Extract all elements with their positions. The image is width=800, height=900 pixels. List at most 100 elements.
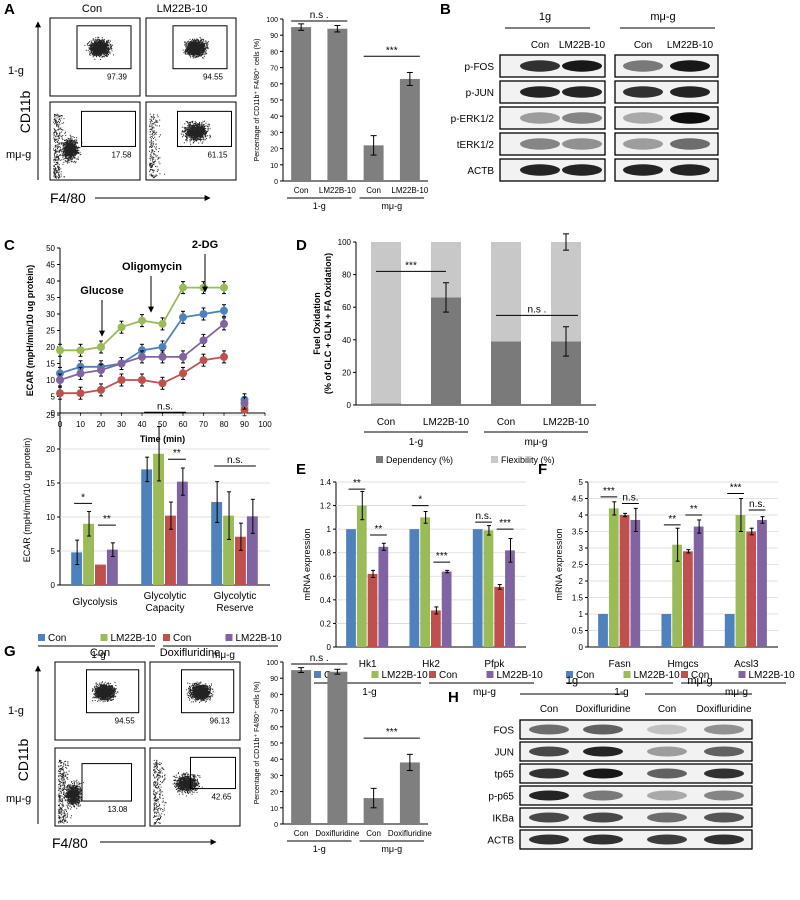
blot-h-box-4-0	[519, 807, 753, 828]
line-c-point-3-5	[158, 352, 167, 361]
bar-c-sig-1-label: **	[103, 514, 111, 525]
line-c-point-2-8	[220, 352, 228, 361]
bar-f-cat-1: Hmgcs	[667, 659, 698, 670]
blot-b-band-0-1	[562, 60, 602, 72]
blot-h-row-label-3: p-p65	[488, 792, 514, 803]
flow-a-mug-con-gate	[81, 110, 136, 147]
bar-a-sig-1-label: ***	[386, 45, 398, 56]
annot-glucose: Glucose	[80, 285, 123, 297]
blot-h-row-label-4: IKBa	[492, 814, 514, 825]
bar-e-legend-swatch-0	[314, 671, 321, 678]
bar-d-ytick-label-4: 80	[342, 271, 351, 280]
line-chart-c: 0510152025303540455001020304050607080901…	[25, 244, 272, 444]
bar-c-ytick-label-3: 15	[46, 479, 55, 488]
blot-h-lane-doxi-2: Doxifluridine	[696, 704, 751, 715]
flow-row-mug: mμ-g	[6, 149, 31, 161]
line-c-point-1-6	[179, 283, 187, 292]
bar-f-bar-2-1	[735, 515, 746, 647]
line-c-xtick-label-9: 90	[240, 420, 249, 429]
blot-h-row-label-0: FOS	[493, 726, 514, 737]
bar-f-legend-group-1: mμ-g	[725, 687, 748, 698]
line-c-point-3-0	[56, 376, 64, 384]
blot-b-band-2-0	[520, 112, 560, 124]
flow-a-1g-con-gate-label: 97.39	[107, 73, 128, 82]
bar-g-sig-1-label: ***	[386, 727, 398, 738]
bar-d-ytick-label-0: 0	[347, 401, 352, 410]
bar-a-ytick-label-9: 90	[270, 33, 278, 40]
bar-a-ytick-label-10: 100	[266, 17, 278, 24]
bar-a-bar-1	[327, 28, 348, 181]
blot-h-band-5-0	[529, 834, 569, 845]
stacked-chart-d: 0 20 40 60 80 100 Fuel Oxidation (% of GLC + GL…	[312, 233, 596, 465]
bar-f-sig-0-label: ***	[603, 486, 615, 497]
annot-2dg: 2-DG	[192, 239, 218, 251]
bar-c-cat-1-l2: Capacity	[146, 603, 185, 614]
line-c-point-1-0	[56, 346, 64, 355]
blot-b-band-4-2	[623, 164, 663, 176]
bar-e-cat-2: Pfpk	[484, 659, 505, 670]
bar-f-legend-label-1: LM22B-10	[634, 670, 681, 681]
bar-a-group-1: mμ-g	[381, 201, 402, 211]
bar-g-ytick-label-6: 60	[270, 725, 278, 732]
flow-g-ylabel: CD11b	[15, 739, 31, 782]
bar-d-ytick-label-3: 60	[342, 303, 351, 312]
bar-c-legend-swatch-1	[100, 634, 108, 641]
line-c-xtick-label-7: 70	[199, 420, 208, 429]
line-c-point-0-8	[220, 306, 228, 315]
panel-f: F 0 0.5 1 1.5 2 2.5 3 3.5 4 4.5 5 mRNA expression Fa…	[538, 461, 795, 698]
line-c-point-2-3	[117, 376, 126, 384]
line-c-xtick-label-1: 10	[76, 420, 85, 429]
line-c-point-1-5	[158, 319, 167, 328]
blot-h-band-3-0	[529, 790, 569, 801]
flow-a-mug-lm-frame	[145, 101, 237, 181]
bar-d-cat-2: Con	[497, 417, 515, 428]
blot-b-band-1-1	[562, 86, 602, 98]
blot-h-band-5-3	[704, 834, 744, 845]
blot-b-row-label-2: p-ERK1/2	[451, 114, 495, 125]
bar-g-ylabel: Percentage of CD11b⁺ F4/80⁺ cells (%)	[254, 682, 261, 805]
blot-b-lane-con-1: Con	[531, 40, 549, 51]
bar-e-bar-0-1	[356, 505, 367, 647]
bar-f-ytick-label-7: 3.5	[572, 528, 584, 537]
line-c-point-2-4	[138, 376, 146, 384]
line-c-ytick-label-9: 45	[46, 261, 55, 270]
bar-g-bar-2	[363, 798, 384, 824]
bar-g-ytick-label-7: 70	[270, 709, 278, 716]
blot-h-band-1-0	[529, 746, 569, 757]
blot-h-band-0-0	[529, 724, 569, 735]
bar-e-ytick-label-3: 0.6	[320, 572, 332, 581]
bar-e-sig-4-label: n.s.	[476, 511, 492, 522]
bar-f-bar-1-0	[661, 614, 672, 647]
line-c-ytick-label-2: 10	[46, 376, 55, 385]
flow-g-mug-con-events	[58, 759, 85, 824]
blot-h-row-label-2: tp65	[495, 770, 515, 781]
line-c-point-3-3	[117, 359, 126, 368]
bar-f-bar-1-1	[672, 544, 682, 647]
bar-f-bar-0-3	[630, 519, 641, 647]
bar-d-legend-swatch-1	[491, 456, 498, 463]
bar-e-legend-swatch-1	[371, 671, 379, 678]
bar-f-legend-swatch-1	[623, 671, 631, 678]
bar-g-cat-1: Doxifluridine	[315, 829, 360, 838]
blot-h-band-2-2	[647, 768, 687, 779]
bar-e-sig-0-label: **	[353, 478, 361, 489]
line-c-ytick-label-10: 50	[46, 244, 55, 253]
line-c-point-2-5	[158, 379, 167, 388]
bar-c-ylabel: ECAR (mpH/min/10 ug protein)	[22, 438, 32, 563]
bar-chart-g: 0 10 20 30 40 50 60 70 80 90 100 Percentage of CD11…	[254, 653, 432, 854]
bar-e-bar-2-3	[505, 550, 515, 647]
line-c-point-2-1	[76, 389, 85, 398]
line-c-point-1-2	[97, 343, 105, 351]
bar-f-cat-2: Acsl3	[734, 659, 759, 670]
panel-a: A Con LM22B-10 1-g mμ-g CD11b F4/80 97.3…	[4, 1, 429, 211]
bar-d-seg-0-1	[371, 242, 401, 404]
bar-f-ytick-label-6: 3	[579, 544, 584, 553]
line-c-series-1	[60, 288, 245, 407]
blot-h-band-0-2	[647, 724, 687, 735]
blot-h-band-4-1	[583, 812, 623, 823]
blot-h-band-4-3	[704, 812, 744, 823]
line-c-ytick-label-0: 0	[51, 409, 56, 418]
bar-a-ytick-label-5: 50	[270, 98, 278, 105]
line-c-xtick-label-6: 60	[179, 420, 188, 429]
